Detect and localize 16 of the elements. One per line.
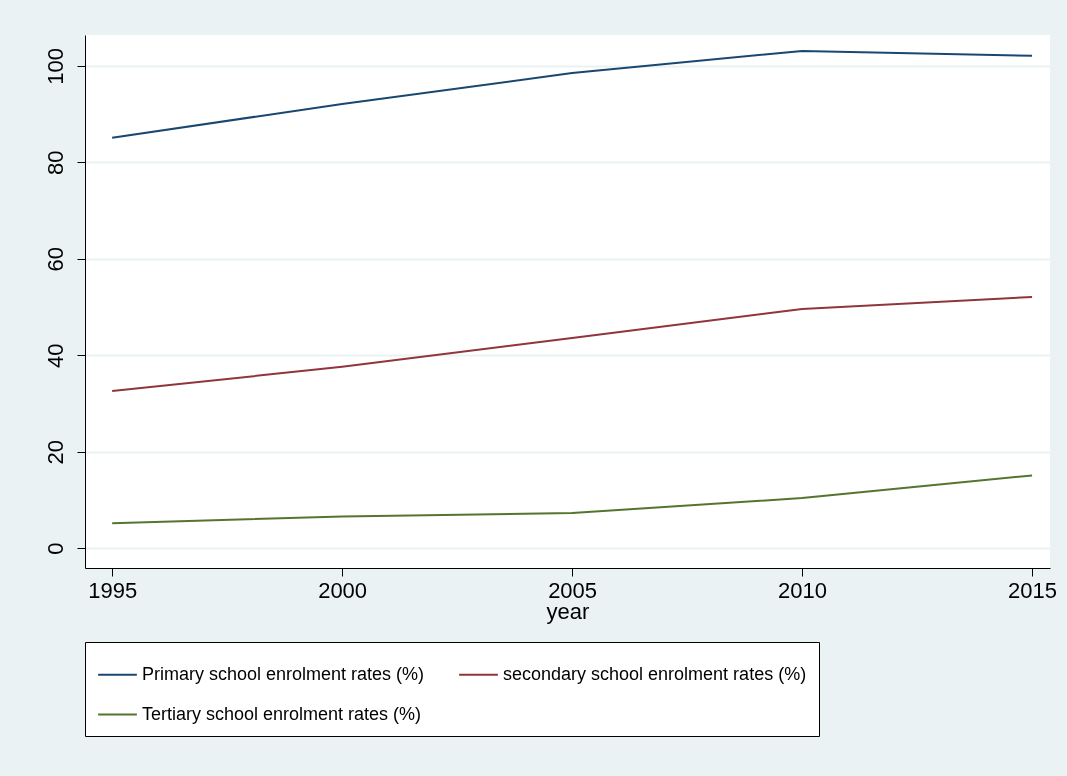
y-tick-label: 0 — [42, 542, 68, 555]
y-tick-label: 60 — [42, 247, 68, 272]
y-tick-label: 80 — [42, 150, 68, 176]
legend-label: secondary school enrolment rates (%) — [503, 663, 807, 684]
y-tick-label: 20 — [42, 440, 68, 465]
line-series — [111, 49, 1034, 139]
legend-label: Primary school enrolment rates (%) — [142, 663, 425, 684]
x-tick-label: 2000 — [318, 577, 368, 603]
line-series — [111, 474, 1034, 525]
line-series — [111, 295, 1034, 392]
x-tick-label: 2010 — [778, 577, 828, 603]
y-tick-label: 40 — [42, 343, 68, 369]
y-tick-label: 100 — [42, 48, 68, 85]
x-tick-label: 2015 — [1008, 577, 1058, 603]
legend-label: Tertiary school enrolment rates (%) — [142, 703, 422, 724]
x-tick-label: 1995 — [88, 577, 138, 603]
